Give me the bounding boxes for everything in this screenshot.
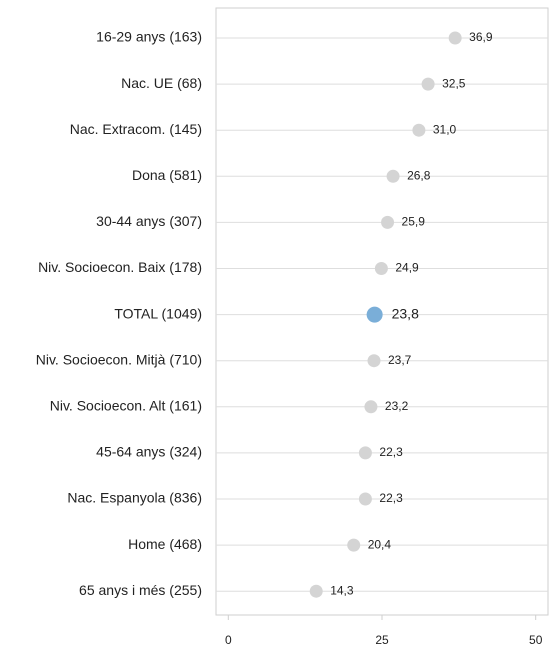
- x-tick-label: 25: [375, 633, 389, 647]
- x-tick-label: 50: [529, 633, 543, 647]
- y-tick-label: 16-29 anys (163): [96, 29, 202, 45]
- dot: [412, 123, 426, 137]
- value-label: 20,4: [368, 537, 392, 551]
- y-tick-label: 45-64 anys (324): [96, 444, 202, 460]
- dot: [367, 354, 381, 368]
- y-tick-label: Nac. Espanyola (836): [67, 490, 202, 506]
- dot: [374, 262, 388, 275]
- dot: [366, 306, 383, 323]
- value-label: 22,3: [379, 445, 403, 459]
- x-tick-label: 0: [225, 633, 232, 647]
- value-label: 31,0: [433, 122, 457, 136]
- dot: [381, 215, 395, 229]
- y-tick-label: Nac. UE (68): [121, 75, 202, 91]
- value-label: 25,9: [402, 215, 426, 229]
- value-label: 23,7: [388, 353, 412, 367]
- y-tick-label: 65 anys i més (255): [79, 582, 202, 598]
- y-tick-label: Niv. Socioecon. Baix (178): [38, 259, 202, 275]
- dot: [386, 169, 400, 183]
- value-label: 24,9: [395, 261, 419, 275]
- y-tick-label: 30-44 anys (307): [96, 213, 202, 229]
- value-label: 36,9: [469, 30, 493, 44]
- dot: [421, 77, 435, 91]
- dot: [364, 400, 378, 414]
- plot-frame: [215, 7, 549, 616]
- dot: [309, 584, 323, 598]
- y-tick-label: TOTAL (1049): [114, 305, 202, 321]
- dot: [448, 31, 462, 45]
- dot: [358, 492, 372, 506]
- y-tick-label: Home (468): [128, 536, 202, 552]
- dot: [358, 446, 372, 460]
- value-label: 23,8: [392, 305, 419, 321]
- value-label: 14,3: [330, 583, 354, 597]
- value-label: 26,8: [407, 168, 431, 182]
- y-tick-label: Dona (581): [132, 167, 202, 183]
- value-label: 23,2: [385, 399, 409, 413]
- y-tick-label: Niv. Socioecon. Alt (161): [50, 398, 202, 414]
- y-tick-label: Nac. Extracom. (145): [70, 121, 202, 137]
- y-tick-label: Niv. Socioecon. Mitjà (710): [36, 351, 202, 367]
- value-label: 32,5: [442, 76, 466, 90]
- dot: [347, 538, 361, 552]
- value-label: 22,3: [379, 491, 403, 505]
